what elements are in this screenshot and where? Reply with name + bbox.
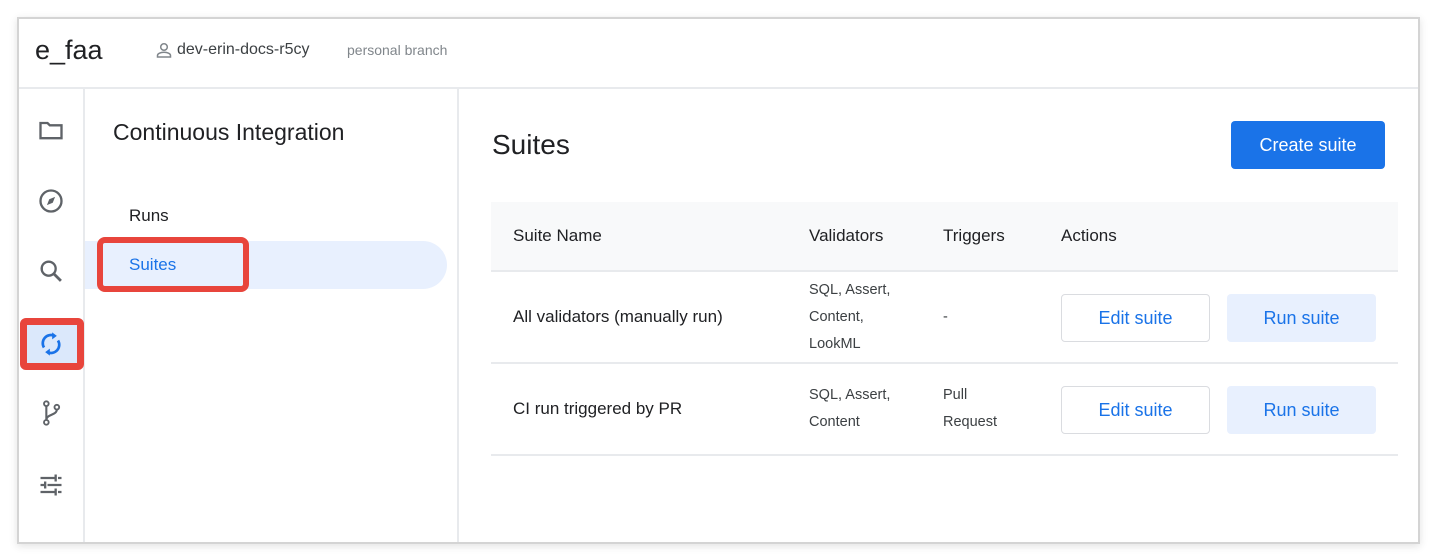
header: e_faa dev-erin-docs-r5cy personal branch bbox=[19, 19, 1418, 89]
suites-table: Suite Name Validators Triggers Actions A… bbox=[491, 202, 1398, 456]
edit-suite-button[interactable]: Edit suite bbox=[1061, 294, 1210, 342]
compass-icon[interactable] bbox=[36, 186, 66, 216]
sliders-icon[interactable] bbox=[36, 470, 66, 500]
create-suite-button[interactable]: Create suite bbox=[1231, 121, 1385, 169]
validators-line: Content bbox=[809, 414, 860, 430]
validators-line: LookML bbox=[809, 336, 861, 352]
app-window: e_faa dev-erin-docs-r5cy personal branch… bbox=[17, 17, 1420, 544]
user-icon bbox=[156, 42, 172, 58]
validators-line: Content, bbox=[809, 309, 864, 325]
active-rail-highlight bbox=[20, 318, 84, 370]
folder-icon[interactable] bbox=[36, 115, 66, 145]
branch-name[interactable]: dev-erin-docs-r5cy bbox=[177, 41, 310, 58]
suite-name: CI run triggered by PR bbox=[513, 399, 683, 418]
column-actions: Actions bbox=[1061, 226, 1117, 245]
validators-line: SQL, Assert, bbox=[809, 387, 891, 403]
table-row: All validators (manually run) SQL, Asser… bbox=[491, 272, 1398, 364]
search-icon[interactable] bbox=[36, 256, 66, 286]
triggers: - bbox=[943, 309, 948, 325]
validators-line: SQL, Assert, bbox=[809, 282, 891, 298]
sidebar-item-runs[interactable]: Runs bbox=[129, 206, 169, 225]
icon-rail bbox=[19, 89, 85, 542]
triggers-line: Request bbox=[943, 414, 998, 430]
sync-icon[interactable] bbox=[36, 329, 66, 359]
column-validators: Validators bbox=[809, 226, 884, 245]
column-triggers: Triggers bbox=[943, 226, 1005, 245]
sidebar-item-suites[interactable]: Suites bbox=[129, 255, 177, 274]
validators: SQL, Assert, Content, LookML bbox=[809, 277, 890, 358]
selected-nav-background bbox=[85, 241, 447, 289]
edit-suite-button[interactable]: Edit suite bbox=[1061, 386, 1210, 434]
table-header: Suite Name Validators Triggers Actions bbox=[491, 202, 1398, 272]
run-suite-button[interactable]: Run suite bbox=[1227, 294, 1376, 342]
column-suite-name: Suite Name bbox=[513, 226, 602, 245]
validators: SQL, Assert, Content bbox=[809, 382, 890, 436]
sidebar: Continuous Integration Runs Suites bbox=[85, 89, 459, 542]
triggers: Pull Request bbox=[943, 382, 997, 436]
page-title: Suites bbox=[492, 129, 570, 160]
git-branch-icon[interactable] bbox=[36, 398, 66, 428]
suites-highlight-box bbox=[97, 237, 249, 292]
project-name: e_faa bbox=[35, 35, 103, 65]
sidebar-title: Continuous Integration bbox=[113, 119, 345, 145]
triggers-line: Pull bbox=[943, 387, 968, 403]
suite-name: All validators (manually run) bbox=[513, 307, 723, 326]
branch-type: personal branch bbox=[347, 42, 448, 58]
run-suite-button[interactable]: Run suite bbox=[1227, 386, 1376, 434]
table-row: CI run triggered by PR SQL, Assert, Conte… bbox=[491, 364, 1398, 456]
